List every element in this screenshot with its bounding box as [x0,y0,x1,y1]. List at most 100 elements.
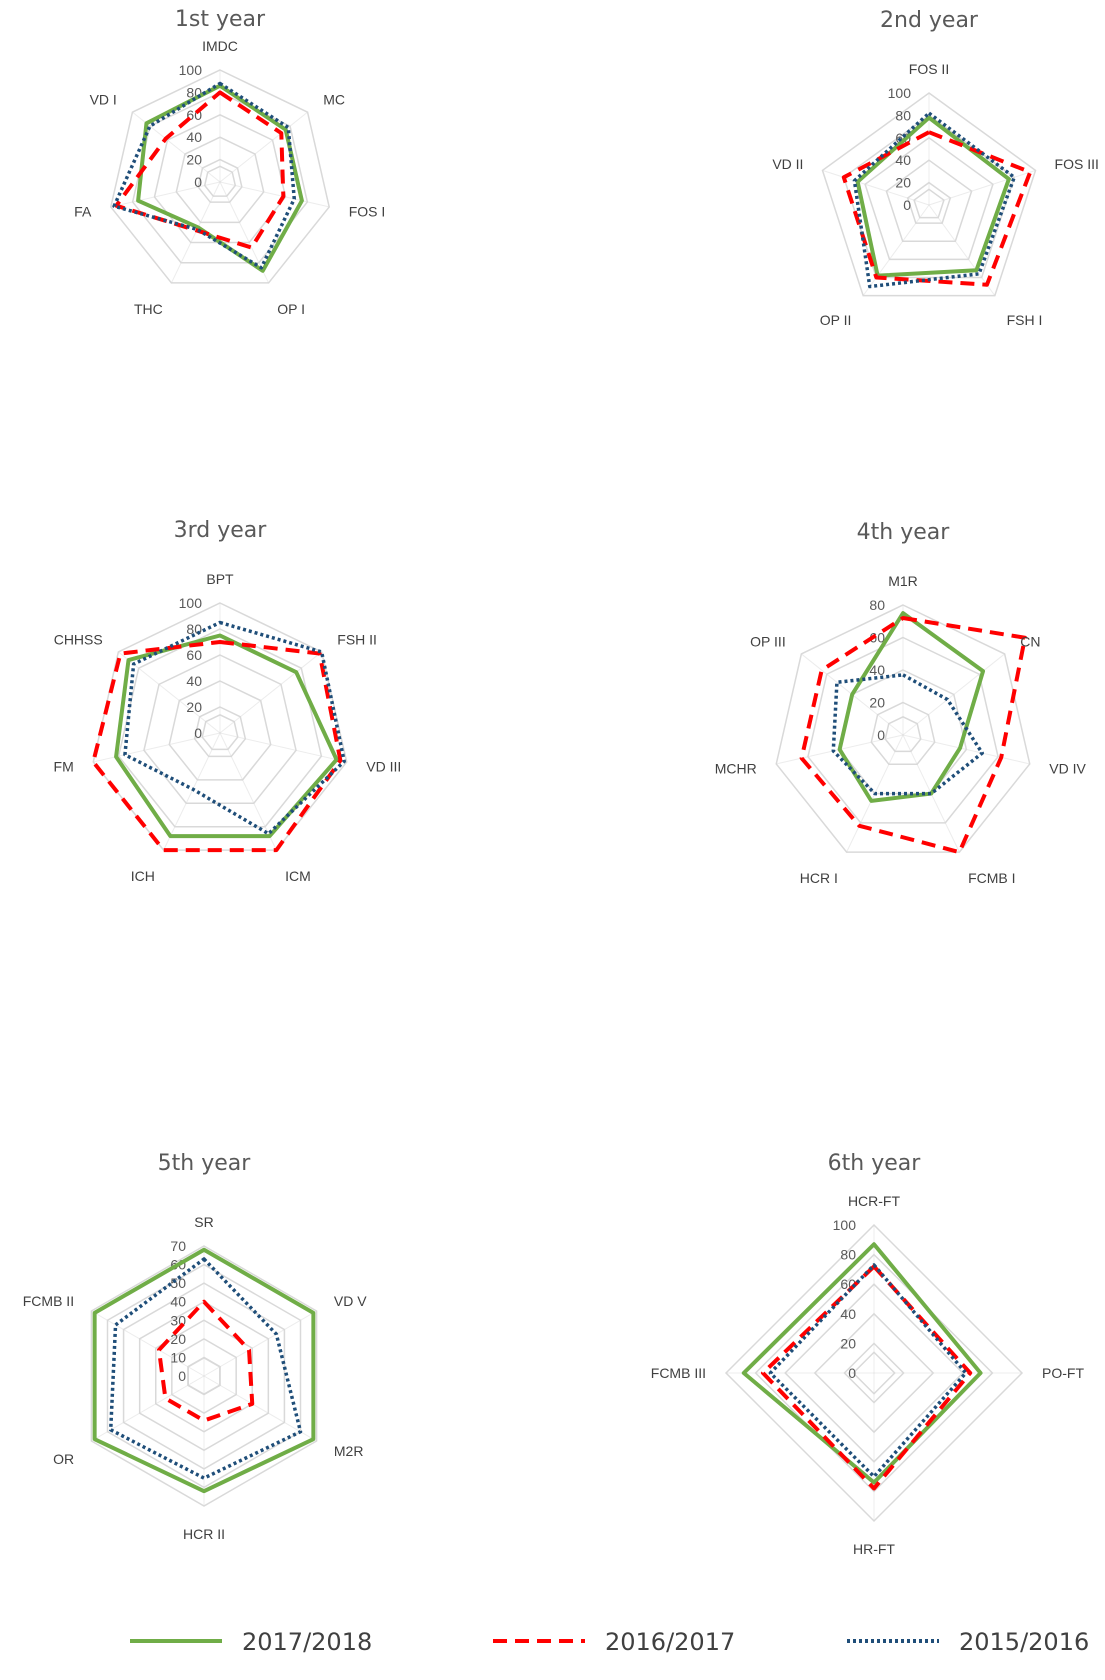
legend-label: 2017/2018 [242,1628,372,1656]
grid-ring [821,92,1037,297]
tick-label: 80 [840,1247,856,1263]
category-label: MCHR [715,760,757,776]
category-label: HCR II [183,1526,225,1542]
series-2017-2018 [855,115,1011,278]
category-label: FOS II [909,61,949,77]
category-label: FCMB I [968,870,1015,886]
grid-ring [807,636,999,824]
series-2016-2017 [114,90,286,250]
grid-ring [775,604,1031,853]
grid-spoke [203,1310,317,1377]
radar-grid [775,604,1031,853]
radar-grid [90,1245,318,1507]
tick-label: 60 [186,647,202,663]
category-label: FSH II [337,631,377,647]
category-label: HR-FT [853,1541,895,1557]
chart-title: 5th year [158,1151,252,1176]
legend-label: 2016/2017 [605,1628,735,1656]
tick-label: 0 [848,1365,856,1381]
category-label: FCMB III [651,1365,706,1381]
tick-label: 0 [903,197,911,213]
tick-label: 80 [895,107,911,123]
tick-label: 100 [888,85,912,101]
tick-label: 40 [186,673,202,689]
category-label: FOS I [349,203,386,219]
series-2016-2017 [761,1264,973,1491]
chart-title: 3rd year [174,518,268,543]
grid-spoke [203,1375,317,1442]
tick-label: 40 [869,662,885,678]
grid-ring [885,159,973,242]
category-label: FOS III [1055,156,1099,172]
legend-item: 2015/2016 [847,1628,1089,1656]
category-label: IMDC [202,38,238,54]
grid-spoke [219,651,322,734]
tick-label: 20 [186,699,202,715]
tick-label: 100 [179,595,203,611]
chart-title: 6th year [828,1151,922,1176]
tick-label: 20 [895,175,911,191]
category-label: M2R [334,1443,364,1459]
series-2015-2016 [852,111,1016,289]
tick-label: 0 [194,725,202,741]
grid-ring [842,114,1016,279]
category-label: CHHSS [54,631,103,647]
grid-spoke [902,653,1005,736]
category-label: PO-FT [1042,1365,1084,1381]
series-2016-2017 [841,130,1033,287]
grid-spoke [219,732,347,763]
series-2017-2018 [741,1242,983,1485]
grid-spoke [163,732,221,851]
grid-ring [197,158,243,203]
category-label: OR [53,1451,74,1467]
tick-label: 20 [170,1331,186,1347]
tick-label: 0 [877,727,885,743]
grid-ring [168,680,272,781]
category-label: HCR-FT [848,1193,901,1209]
category-label: THC [134,301,163,317]
category-label: OP II [820,312,852,328]
tick-label: 10 [170,1349,186,1365]
tick-label: 0 [178,1368,186,1384]
series-2017-2018 [837,611,986,803]
category-label: FM [54,758,74,774]
category-label: SR [194,1214,213,1230]
category-label: MC [323,92,345,108]
category-label: OP I [277,301,305,317]
category-label: VD III [366,758,401,774]
grid-ring [203,165,237,197]
category-label: VD V [334,1293,367,1309]
tick-label: 20 [186,152,202,168]
grid-spoke [219,181,330,208]
grid-spoke [91,1310,205,1377]
grid-spoke [110,181,221,208]
tick-label: 20 [869,695,885,711]
category-label: HCR I [800,870,838,886]
grid-ring [131,91,309,264]
category-label: CN [1020,633,1040,649]
category-label: BPT [206,571,234,587]
chart-title: 2nd year [880,8,979,33]
grid-ring [884,715,922,753]
grid-ring [864,136,994,261]
legend: 2017/2018 2016/2017 2015/2016 [130,1628,1089,1656]
grid-ring [913,188,945,219]
tick-label: 40 [895,152,911,168]
grid-spoke [862,204,930,296]
category-label: VD II [772,156,803,172]
grid-spoke [118,651,221,734]
grid-spoke [822,169,930,206]
series-2015-2016 [112,81,297,270]
legend-label: 2015/2016 [959,1628,1089,1656]
legend-item: 2016/2017 [493,1628,735,1656]
category-label: VD IV [1049,760,1086,776]
chart-title: 4th year [857,520,951,545]
series-2016-2017 [799,616,1027,855]
series-2015-2016 [108,1257,303,1480]
category-label: FA [74,203,92,219]
